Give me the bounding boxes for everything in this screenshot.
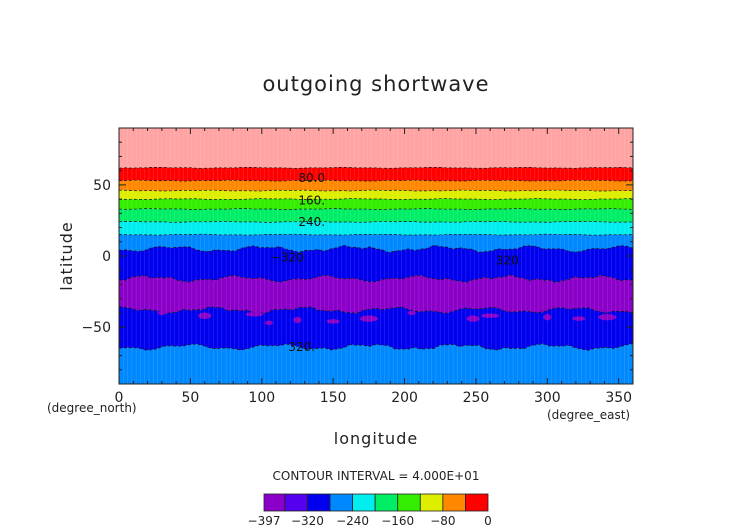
contour-band xyxy=(119,198,633,210)
colorbar-tick-label: −80 xyxy=(430,514,455,528)
contour-patch xyxy=(198,312,212,319)
contour-patch xyxy=(359,315,378,322)
contour-patch xyxy=(326,319,340,324)
y-units-label: (degree_north) xyxy=(47,401,137,415)
contour-line xyxy=(119,343,633,351)
contour-label: −320 xyxy=(271,250,304,264)
contour-label: 160. xyxy=(298,194,325,208)
colorbar-tick-label: −240 xyxy=(336,514,369,528)
contour-line xyxy=(119,198,633,201)
contour-patch xyxy=(572,316,586,321)
contour-patch xyxy=(598,313,617,321)
x-axis: 0 50 100 150 200 250 300 350 xyxy=(115,128,634,406)
x-tick-label: 150 xyxy=(320,390,347,406)
contour-line xyxy=(119,244,633,253)
contour-line xyxy=(119,166,633,169)
contour-band xyxy=(119,343,633,384)
contour-band xyxy=(119,221,633,236)
x-tick-label: 250 xyxy=(463,390,490,406)
y-tick-label: 50 xyxy=(93,178,111,194)
contour-line xyxy=(119,274,633,283)
contour-label: 320. xyxy=(288,340,315,354)
contour-patch xyxy=(481,313,500,318)
colorbar-swatch xyxy=(307,493,331,512)
contour-line xyxy=(119,189,633,192)
x-axis-label: longitude xyxy=(334,429,418,448)
contour-patch xyxy=(264,320,273,326)
contour-label: 80.0 xyxy=(298,171,325,185)
colorbar-tick-label: −397 xyxy=(248,514,281,528)
contour-band xyxy=(119,234,633,253)
colorbar-tick-label: 0 xyxy=(484,514,492,528)
contour-band xyxy=(119,306,633,351)
x-tick-label: 350 xyxy=(605,390,632,406)
colorbar-swatch xyxy=(419,493,444,512)
contour-patch xyxy=(245,312,264,317)
contour-line xyxy=(119,179,633,182)
plot-area: 80.0 160. 240. −320 320 320. xyxy=(118,127,634,385)
x-tick-label: 100 xyxy=(248,390,275,406)
colorbar-swatch xyxy=(329,493,353,512)
y-tick-label: −50 xyxy=(81,320,111,336)
x-tick-label: 300 xyxy=(534,390,561,406)
contour-patch xyxy=(157,310,166,316)
contour-fill xyxy=(119,128,633,384)
contour-label: 240. xyxy=(298,215,325,229)
chart-title: outgoing shortwave xyxy=(262,72,489,96)
colorbar-tick-label: −320 xyxy=(291,514,324,528)
contour-line xyxy=(119,233,633,236)
contour-label: 320 xyxy=(496,253,519,267)
x-tick-label: 50 xyxy=(181,390,199,406)
x-tick-label: 200 xyxy=(391,390,418,406)
colorbar: −397 −320 −240 −160 −80 0 xyxy=(248,493,492,528)
y-tick-label: 0 xyxy=(102,249,111,265)
colorbar-swatch xyxy=(397,493,421,512)
contour-band xyxy=(119,274,633,314)
colorbar-swatch xyxy=(465,493,489,512)
y-axis: 50 0 −50 xyxy=(81,141,633,371)
colorbar-swatch xyxy=(352,493,376,512)
contour-band xyxy=(119,208,633,223)
x-units-label: (degree_east) xyxy=(547,408,630,422)
contour-labels: 80.0 160. 240. −320 320 320. xyxy=(271,171,519,354)
x-tick-label: 0 xyxy=(115,390,124,406)
contour-interval-label: CONTOUR INTERVAL = 4.000E+01 xyxy=(273,469,480,483)
colorbar-swatch xyxy=(442,493,466,512)
contour-patch xyxy=(293,316,302,324)
contour-band xyxy=(119,128,633,169)
colorbar-swatch xyxy=(263,493,286,512)
contour-band xyxy=(119,190,633,200)
colorbar-swatch xyxy=(374,493,399,512)
colorbar-swatch xyxy=(284,493,308,512)
contour-patch xyxy=(407,310,416,316)
y-axis-label: latitude xyxy=(57,221,76,290)
contour-line xyxy=(119,208,633,210)
contour-band xyxy=(119,180,633,191)
contour-patch xyxy=(543,313,552,321)
colorbar-tick-label: −160 xyxy=(381,514,414,528)
contour-line xyxy=(119,306,633,314)
contour-line xyxy=(119,221,633,223)
contour-band xyxy=(119,245,633,283)
contour-band xyxy=(119,167,633,182)
contour-patch xyxy=(466,315,480,322)
